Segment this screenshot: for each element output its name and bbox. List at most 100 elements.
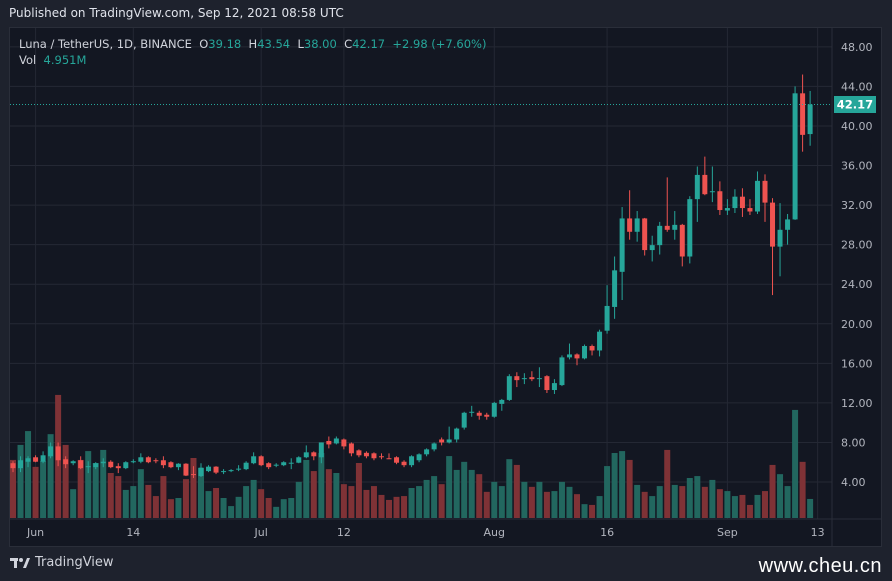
candle-body xyxy=(228,470,234,472)
candle-body xyxy=(694,174,700,200)
price-tick-label: 36.00 xyxy=(841,160,873,173)
volume-bar xyxy=(213,488,220,518)
candle-body xyxy=(108,461,114,468)
candle-body xyxy=(10,463,16,469)
volume-bar xyxy=(543,491,550,518)
candle-body xyxy=(476,412,482,416)
volume-bar xyxy=(258,489,265,518)
volume-bar xyxy=(122,489,129,518)
candle-body xyxy=(544,376,550,391)
volume-bar xyxy=(701,486,708,518)
symbol-label: Luna / TetherUS, 1D, BINANCE xyxy=(19,37,192,51)
candle-body xyxy=(93,463,99,468)
candle-body xyxy=(439,439,445,443)
time-tick-label: 13 xyxy=(811,526,825,539)
volume-bar xyxy=(408,488,415,518)
candle-body xyxy=(70,461,76,464)
volume-bar xyxy=(739,494,746,518)
tradingview-brand: TradingView xyxy=(35,555,114,570)
volume-row: Vol 4.951M xyxy=(19,52,486,68)
low-label: L xyxy=(297,37,304,51)
price-axis: 4.00 8.00 12.00 16.00 20.00 24.00 28.00 32.00 36… xyxy=(841,41,873,489)
volume-bar xyxy=(107,473,114,518)
time-tick-label: Jul xyxy=(254,526,268,539)
candle-body xyxy=(175,463,181,468)
candle-body xyxy=(454,428,460,440)
candle-body xyxy=(130,461,136,463)
time-tick-label: 16 xyxy=(600,526,614,539)
tradingview-logo[interactable]: TradingView xyxy=(10,555,114,570)
candle-body xyxy=(183,463,189,476)
time-tick-label: 12 xyxy=(337,526,351,539)
volume-bar xyxy=(724,491,731,518)
published-note: Published on TradingView.com, Sep 12, 20… xyxy=(9,6,344,20)
volume-bar xyxy=(198,468,204,518)
volume-bar xyxy=(167,499,174,518)
candle-body xyxy=(582,346,588,359)
volume-bar xyxy=(589,504,596,518)
volume-bar xyxy=(182,479,189,518)
high-label: H xyxy=(248,37,258,51)
volume-bar xyxy=(476,474,483,518)
candle-body xyxy=(386,458,392,460)
candle-body xyxy=(785,219,791,230)
volume-bar xyxy=(641,491,648,518)
candle-body xyxy=(679,224,685,257)
time-axis: Jun 14 Jul 12 Aug 16 Sep 13 xyxy=(26,526,825,539)
volume-bar xyxy=(243,486,250,518)
volume-bar xyxy=(716,489,723,518)
price-tick-label: 12.00 xyxy=(841,397,873,410)
candle-body xyxy=(168,462,174,468)
candle-body xyxy=(672,224,678,230)
volume-bar xyxy=(303,459,310,518)
candle-body xyxy=(597,331,603,351)
candle-body xyxy=(792,93,798,220)
price-tick-label: 24.00 xyxy=(841,278,873,291)
volume-bar xyxy=(235,496,242,518)
candle-body xyxy=(198,467,204,477)
time-tick-label: Sep xyxy=(717,526,738,539)
volume-bar xyxy=(152,496,159,518)
candle-body xyxy=(55,446,61,461)
volume-bar xyxy=(85,451,92,518)
low-value: 38.00 xyxy=(303,37,337,51)
volume-label: Vol xyxy=(19,53,37,67)
volume-bar xyxy=(416,486,423,518)
volume-bar xyxy=(491,481,498,518)
volume-bar xyxy=(77,459,84,518)
tradingview-logo-icon xyxy=(10,557,30,568)
volume-bar xyxy=(634,484,641,518)
candle-body xyxy=(446,439,452,443)
candle-body xyxy=(559,357,565,386)
candles xyxy=(10,74,813,479)
volume-bar xyxy=(145,484,152,518)
candle-body xyxy=(115,466,121,469)
candle-body xyxy=(213,466,219,473)
candle-body xyxy=(800,93,806,135)
candle-body xyxy=(236,468,242,470)
price-tick-label: 28.00 xyxy=(841,239,873,252)
candle-body xyxy=(326,440,332,445)
candle-body xyxy=(221,471,227,473)
candle-body xyxy=(416,454,422,461)
volume-bar xyxy=(686,478,693,518)
volume-bar xyxy=(521,481,528,518)
candle-body xyxy=(40,455,46,462)
volume-bar xyxy=(461,461,468,518)
candle-body xyxy=(634,218,640,232)
volume-bar xyxy=(762,491,768,518)
volume-bar xyxy=(190,458,197,518)
volume-bar xyxy=(656,486,663,518)
volume-bar xyxy=(807,498,814,518)
candle-body xyxy=(160,460,166,466)
volume-bar xyxy=(438,484,445,518)
candle-body xyxy=(566,354,572,358)
volume-bar xyxy=(626,459,633,518)
volume-bar xyxy=(649,496,656,518)
time-tick-label: Aug xyxy=(484,526,505,539)
volume-bar xyxy=(333,473,340,518)
volume-bar xyxy=(611,453,618,518)
volume-bar xyxy=(205,491,212,518)
candle-body xyxy=(687,199,693,257)
